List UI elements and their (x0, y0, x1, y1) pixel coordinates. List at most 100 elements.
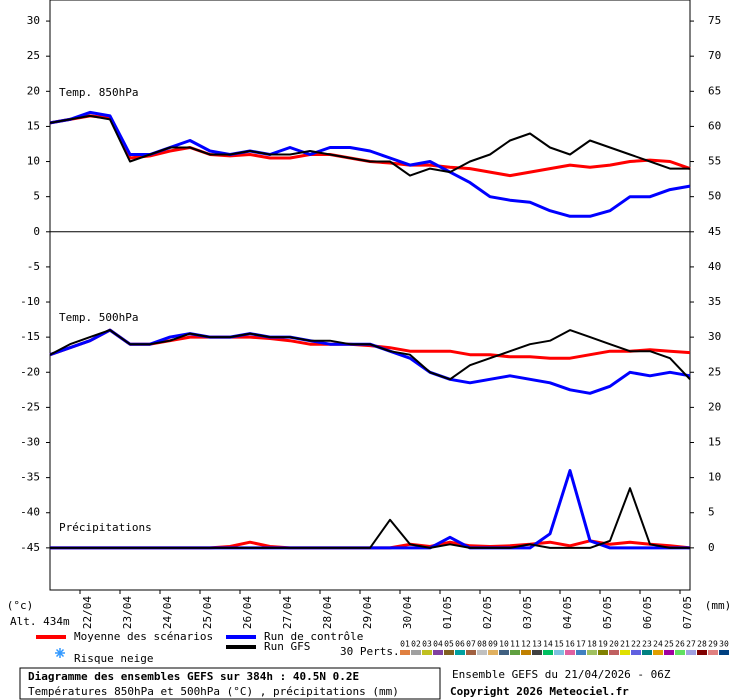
legend-label: Run de contrôle (264, 630, 363, 643)
perturbation-swatch (631, 650, 641, 655)
x-tick-label: 02/05 (481, 596, 494, 629)
y2-tick-label: 5 (708, 506, 715, 519)
x-tick-label: 24/04 (161, 596, 174, 629)
series-line (49, 114, 690, 177)
perturbation-swatch (510, 650, 520, 655)
altitude: Alt. 434m (10, 615, 70, 628)
perturbation-swatch (433, 650, 443, 655)
y-tick-label: 30 (27, 14, 40, 27)
y2-tick-label: 30 (708, 330, 721, 343)
perturbation-swatch (400, 650, 410, 655)
perturbation-swatch (675, 650, 685, 655)
perturbation-label: 16 (565, 640, 575, 649)
y2-tick-label: 40 (708, 260, 721, 273)
perturbation-label: 27 (686, 640, 696, 649)
perturbation-swatch (554, 650, 564, 655)
perturbation-swatch (686, 650, 696, 655)
perturbation-swatch (444, 650, 454, 655)
perturbation-swatch (697, 650, 707, 655)
perturbation-label: 13 (532, 640, 542, 649)
perturbation-label: 04 (433, 640, 443, 649)
x-tick-label: 29/04 (361, 596, 374, 629)
perturbation-swatch (532, 650, 542, 655)
perturbations-label: 30 Perts. (340, 645, 400, 658)
perturbation-label: 18 (587, 640, 597, 649)
y2-tick-label: 15 (708, 436, 721, 449)
series-line (49, 329, 691, 381)
x-tick-label: 06/05 (641, 596, 654, 629)
y-tick-label: 5 (33, 190, 40, 203)
perturbation-label: 06 (455, 640, 465, 649)
snow-label: Risque neige (74, 652, 153, 665)
perturbation-swatch (653, 650, 663, 655)
y-tick-label: 20 (27, 84, 40, 97)
footer-subtitle: Températures 850hPa et 500hPa (°C) , pré… (28, 685, 399, 698)
perturbation-swatch (411, 650, 421, 655)
y2-tick-label: 45 (708, 225, 721, 238)
y-tick-label: -35 (20, 471, 40, 484)
y-tick-label: 0 (33, 225, 40, 238)
perturbation-swatch (609, 650, 619, 655)
perturbation-label: 22 (631, 640, 641, 649)
y2-tick-label: 60 (708, 119, 721, 132)
y2-tick-label: 20 (708, 400, 721, 413)
perturbation-label: 09 (488, 640, 498, 649)
perturbation-swatch (708, 650, 718, 655)
perturbation-swatch (576, 650, 586, 655)
y2-tick-label: 50 (708, 190, 721, 203)
perturbation-label: 17 (576, 640, 586, 649)
x-tick-label: 04/05 (561, 596, 574, 629)
perturbation-label: 28 (697, 640, 707, 649)
x-tick-label: 23/04 (121, 596, 134, 629)
series-line (50, 469, 690, 550)
x-tick-label: 01/05 (441, 596, 454, 629)
perturbation-label: 10 (499, 640, 509, 649)
y-tick-label: -10 (20, 295, 40, 308)
run-info: Ensemble GEFS du 21/04/2026 - 06Z (452, 668, 671, 681)
perturbation-label: 14 (543, 640, 553, 649)
perturbation-swatch (477, 650, 487, 655)
y-tick-label: 25 (27, 49, 40, 62)
perturbation-label: 07 (466, 640, 476, 649)
y2-tick-label: 70 (708, 49, 721, 62)
perturbation-label: 19 (598, 640, 608, 649)
perturbation-swatch (521, 650, 531, 655)
layer-label: Temp. 850hPa (59, 86, 138, 99)
legend-label: Moyenne des scénarios (74, 630, 213, 643)
y-tick-label: 10 (27, 155, 40, 168)
y-tick-label: -30 (20, 436, 40, 449)
perturbation-swatch (543, 650, 553, 655)
perturbation-label: 08 (477, 640, 487, 649)
y2-tick-label: 75 (708, 14, 721, 27)
perturbation-swatch (620, 650, 630, 655)
y-tick-label: -5 (27, 260, 40, 273)
plot-frame (49, 0, 691, 591)
x-tick-label: 26/04 (241, 596, 254, 629)
perturbation-swatch (422, 650, 432, 655)
x-tick-label: 30/04 (401, 596, 414, 629)
perturbation-label: 12 (521, 640, 531, 649)
perturbation-label: 25 (664, 640, 674, 649)
copyright: Copyright 2026 Meteociel.fr (450, 685, 629, 698)
y2-tick-label: 0 (708, 541, 715, 554)
layer-label: Précipitations (59, 521, 152, 534)
perturbation-label: 23 (642, 640, 652, 649)
perturbation-swatch (565, 650, 575, 655)
perturbation-swatch (488, 650, 498, 655)
x-tick-label: 25/04 (201, 596, 214, 629)
snow-icon (55, 648, 65, 658)
perturbation-swatch (466, 650, 476, 655)
x-tick-label: 07/05 (681, 596, 694, 629)
y-tick-label: -15 (20, 330, 40, 343)
perturbation-label: 11 (510, 640, 520, 649)
legend-label: Run GFS (264, 640, 310, 653)
footer-title: Diagramme des ensembles GEFS sur 384h : … (28, 670, 359, 683)
y2-tick-label: 65 (708, 84, 721, 97)
perturbation-swatch (719, 650, 729, 655)
perturbation-label: 29 (708, 640, 718, 649)
y-tick-label: -40 (20, 506, 40, 519)
x-tick-label: 22/04 (81, 596, 94, 629)
y2-tick-label: 25 (708, 365, 721, 378)
y-tick-label: -25 (20, 400, 40, 413)
